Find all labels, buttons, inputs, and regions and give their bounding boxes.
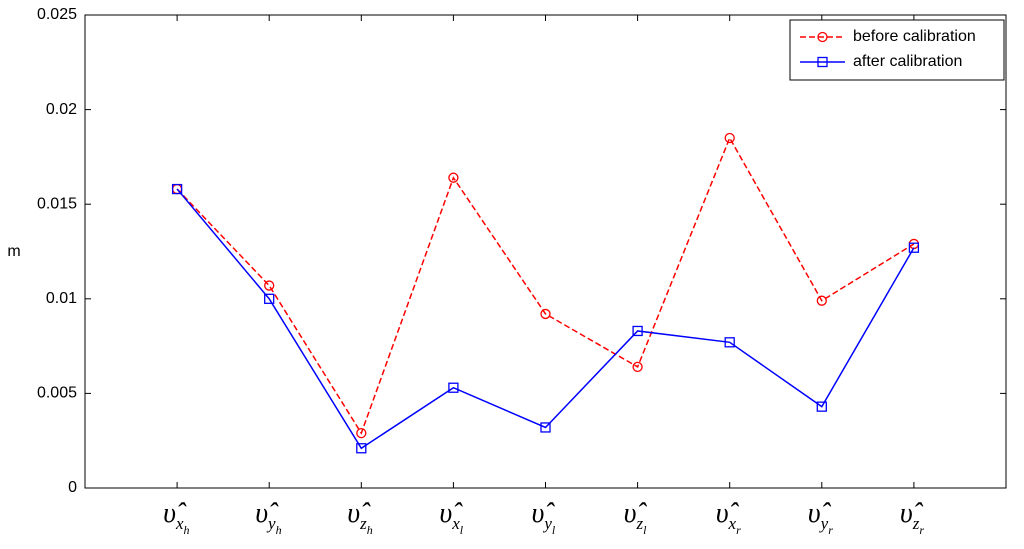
category-subscript: y [542,514,552,533]
category-subsubscript: l [552,523,556,537]
y-tick-label: 0.015 [37,195,77,212]
data-point [540,308,551,320]
x-tick-label: υ̂yh [255,498,281,537]
y-tick-label: 0.01 [46,290,77,307]
x-tick-label: υ̂xl [439,498,463,537]
data-point [171,183,183,195]
series-line [176,136,915,435]
category-subscript: y [266,514,276,533]
data-point [908,242,920,253]
x-tick-label: υ̂yl [532,498,556,537]
series-line [176,188,915,450]
category-subsubscript: h [367,523,373,537]
data-point [816,295,827,306]
data-point [724,132,735,144]
plot-frame [84,14,1007,489]
x-tick-label: υ̂zr [900,498,924,537]
legend-label: before calibration [853,28,976,45]
y-tick-label: 0.025 [37,6,77,23]
data-point [448,172,459,183]
category-subscript: z [359,514,367,533]
category-subsubscript: r [919,523,924,537]
category-subsubscript: h [184,523,190,537]
category-subsubscript: h [276,523,282,537]
data-point [632,325,643,337]
category-subsubscript: r [828,523,833,537]
category-subscript: x [175,514,184,533]
category-subscript: x [451,514,460,533]
category-subscript: z [635,514,643,533]
legend-box [789,19,1005,81]
data-point [816,401,827,412]
category-subscript: z [912,514,920,533]
data-point [264,293,275,304]
legend-label: after calibration [853,53,962,70]
data-point [448,382,459,393]
x-tick-label: υ̂xr [716,498,741,537]
data-point [264,280,275,291]
legend-marker [817,56,828,68]
data-point [540,422,551,433]
category-subscript: y [819,514,829,533]
x-tick-label: υ̂zl [624,498,648,537]
y-tick-label: 0.02 [46,101,77,118]
x-tick-label: υ̂yr [808,498,833,537]
x-tick-label: υ̂zh [347,498,372,537]
category-subscript: x [728,514,737,533]
data-point [632,361,643,373]
legend-marker [817,31,828,43]
category-subsubscript: l [643,523,647,537]
data-point [356,427,367,439]
y-tick-label: 0 [68,479,77,496]
y-axis-label: m [7,243,20,260]
y-tick-label: 0.005 [37,385,77,402]
x-tick-label: υ̂xh [163,498,189,537]
category-subsubscript: r [736,523,741,537]
data-point [356,443,367,454]
category-subsubscript: l [460,523,464,537]
data-point [724,337,735,348]
